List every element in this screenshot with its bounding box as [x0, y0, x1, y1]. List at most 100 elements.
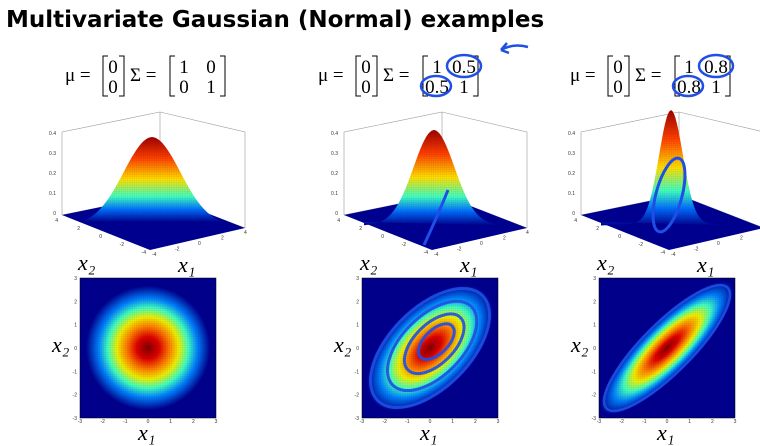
bracket	[220, 55, 226, 97]
x1-label: x₁	[137, 420, 155, 445]
x-tick-label: -2	[382, 419, 387, 425]
y-tick-label: -1	[355, 369, 360, 375]
y-tick-label: 1	[593, 323, 596, 329]
bracket	[102, 55, 108, 97]
x2-tick-label: 2	[77, 226, 80, 232]
x1-label: x₁	[177, 252, 195, 277]
sigma-label: Σ =	[130, 65, 157, 86]
z-tick-label: 0.3	[568, 151, 575, 157]
y-tick-label: -3	[355, 416, 360, 422]
surface-mesh	[601, 110, 741, 226]
heatmap-mesh	[599, 278, 735, 418]
x-tick-label: -1	[642, 419, 647, 425]
sigma-label: Σ =	[635, 65, 662, 86]
sigma-entry: 0.5	[425, 77, 449, 98]
x-tick-label: -3	[78, 419, 83, 425]
sigma-entry: 1	[459, 77, 469, 98]
bracket	[624, 55, 630, 97]
x1-tick-label: -4	[671, 252, 676, 258]
x2-tick-label: 0	[381, 234, 384, 240]
x1-label: x₁	[419, 420, 437, 445]
z-tick-label: 0.2	[49, 171, 56, 177]
bracket	[725, 55, 731, 97]
sigma-label: Σ =	[383, 65, 410, 86]
y-tick-label: -2	[355, 393, 360, 399]
mu-label: μ =	[570, 65, 596, 86]
x2-tick-label: -4	[142, 250, 147, 256]
x-tick-label: -2	[619, 419, 624, 425]
z-tick-label: 0	[53, 211, 56, 217]
sigma-entry: 1	[432, 57, 442, 78]
y-tick-label: -1	[592, 369, 597, 375]
y-tick-label: 0	[593, 346, 596, 352]
pen-circle	[419, 74, 453, 98]
x-tick-label: 0	[147, 419, 150, 425]
pen-arrow	[500, 42, 529, 55]
pen-stroke	[422, 189, 450, 246]
x2-tick-label: 2	[359, 226, 362, 232]
z-tick-label: 0.3	[49, 151, 56, 157]
x-tick-label: -3	[597, 419, 602, 425]
x1-tick-label: -4	[152, 252, 157, 258]
x1-tick-label: -4	[434, 252, 439, 258]
y-tick-label: 1	[356, 323, 359, 329]
mu-entry: 0	[361, 77, 371, 98]
sigma-entry: 1	[711, 77, 721, 98]
mu-label: μ =	[65, 65, 91, 86]
pen-circle	[445, 53, 483, 79]
x2-label: x₂	[333, 332, 352, 357]
title: Multivariate Gaussian (Normal) examples	[6, 7, 544, 33]
x-tick-label: 3	[734, 419, 737, 425]
y-tick-label: 2	[74, 299, 77, 305]
mu-entry: 0	[108, 77, 118, 98]
x1-tick-label: -2	[457, 247, 462, 253]
mu-entry: 0	[108, 57, 118, 78]
bracket	[169, 55, 175, 97]
z-tick-label: 0.4	[331, 131, 338, 137]
y-tick-label: 0	[74, 346, 77, 352]
sigma-entry: 0.8	[677, 77, 701, 98]
x2-tick-label: 2	[596, 226, 599, 232]
x2-tick-label: 4	[55, 218, 58, 224]
x2-tick-label: 0	[618, 234, 621, 240]
sigma-entry: 0.8	[704, 57, 728, 78]
x2-tick-label: -2	[120, 242, 125, 248]
z-tick-label: 0.1	[331, 191, 338, 197]
x1-tick-label: 0	[198, 241, 201, 247]
x-tick-label: -1	[405, 419, 410, 425]
bracket	[473, 55, 479, 97]
x1-tick-label: 2	[740, 236, 743, 242]
heatmap-mesh	[362, 278, 498, 418]
mu-entry: 0	[361, 57, 371, 78]
x1-tick-label: -2	[175, 247, 180, 253]
x1-label: x₁	[459, 252, 477, 277]
x-tick-label: -1	[123, 419, 128, 425]
pen-contour	[368, 286, 492, 410]
x2-label: x₂	[596, 250, 615, 275]
pen-circle	[697, 53, 735, 79]
pen-contour	[385, 299, 479, 393]
x2-tick-label: 4	[337, 218, 340, 224]
x-tick-label: 2	[474, 419, 477, 425]
surface-mesh	[82, 137, 222, 222]
x1-tick-label: 2	[503, 236, 506, 242]
x-tick-label: 0	[429, 419, 432, 425]
x1-tick-label: -2	[694, 247, 699, 253]
x-tick-label: 0	[666, 419, 669, 425]
y-tick-label: -1	[73, 369, 78, 375]
sigma-entry: 1	[179, 57, 189, 78]
x-tick-label: -3	[360, 419, 365, 425]
sigma-entry: 0	[179, 77, 189, 98]
z-tick-label: 0.3	[331, 151, 338, 157]
x2-label: x₂	[77, 250, 96, 275]
y-tick-label: 3	[593, 276, 596, 282]
sigma-entry: 1	[206, 77, 216, 98]
bracket	[607, 55, 613, 97]
x-tick-label: 1	[169, 419, 172, 425]
sigma-entry: 0.5	[452, 57, 476, 78]
z-tick-label: 0.1	[568, 191, 575, 197]
x1-label: x₁	[656, 420, 674, 445]
y-tick-label: -3	[73, 416, 78, 422]
x2-tick-label: -2	[402, 242, 407, 248]
